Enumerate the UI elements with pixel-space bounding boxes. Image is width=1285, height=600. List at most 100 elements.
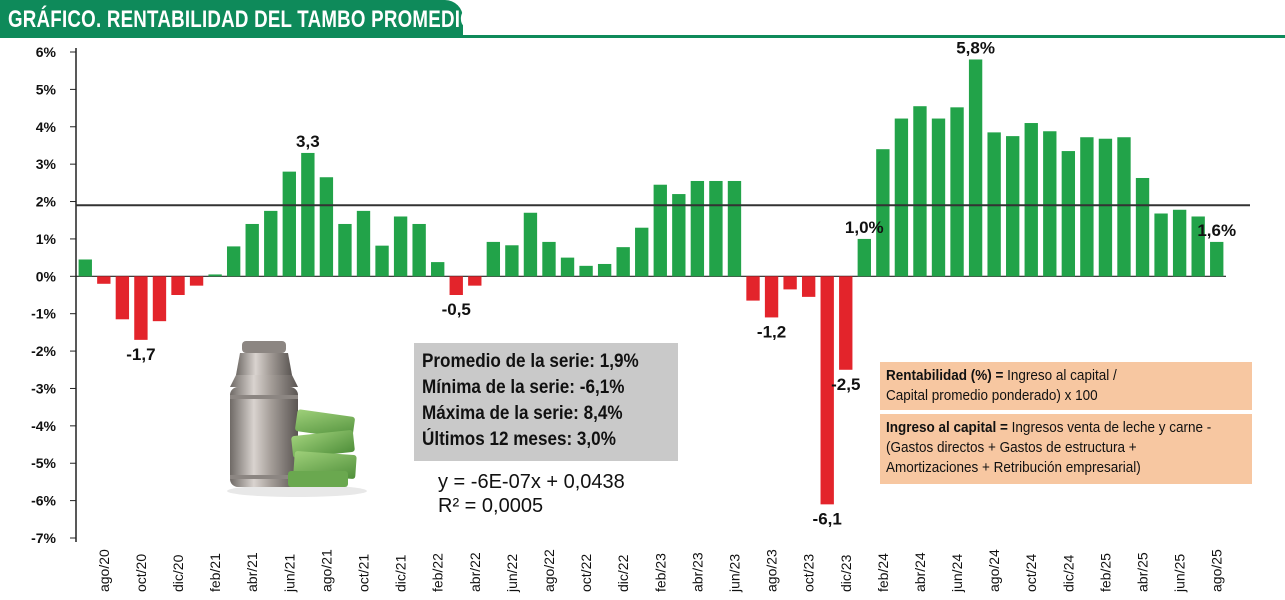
- x-tick-label: oct/24: [1023, 554, 1039, 592]
- y-tick-label: -7%: [31, 530, 56, 546]
- y-tick-label: 1%: [36, 231, 57, 247]
- x-tick-label: dic/23: [838, 554, 854, 592]
- title-bar: GRÁFICO. RENTABILIDAD DEL TAMBO PROMEDIO: [0, 0, 475, 38]
- bar: [931, 118, 946, 277]
- bar: [560, 257, 575, 277]
- y-tick-label: 0%: [36, 268, 57, 284]
- x-tick-label: dic/24: [1060, 554, 1076, 592]
- bar: [134, 276, 148, 340]
- x-tick-label: feb/25: [1097, 553, 1113, 592]
- bar: [839, 276, 853, 370]
- bar: [597, 263, 612, 277]
- chart-title: GRÁFICO. RENTABILIDAD DEL TAMBO PROMEDIO: [8, 6, 475, 33]
- stat-minimum: Mínima de la serie: -6,1%: [422, 377, 625, 398]
- bar: [1080, 137, 1094, 277]
- x-tick-label: ago/21: [318, 549, 334, 592]
- bar: [1191, 216, 1205, 277]
- bar: [226, 246, 241, 277]
- title-underline: [0, 16, 1285, 38]
- x-tick-label: jun/23: [726, 554, 742, 593]
- series-stats-box: Promedio de la serie: 1,9% Mínima de la …: [414, 343, 678, 461]
- bar: [1024, 123, 1038, 277]
- x-tick-label: ago/23: [764, 549, 780, 592]
- bar: [412, 223, 426, 277]
- bar: [282, 171, 296, 277]
- bar: [264, 210, 278, 277]
- y-tick-label: 2%: [36, 194, 57, 210]
- bar: [505, 245, 519, 277]
- x-tick-label: ago/22: [541, 549, 557, 592]
- y-tick-label: 4%: [36, 119, 57, 135]
- data-label: -2,5: [831, 375, 860, 394]
- x-tick-label: abr/21: [244, 552, 260, 592]
- y-tick-label: -4%: [31, 418, 56, 434]
- bar: [968, 59, 983, 277]
- x-tick-label: abr/22: [467, 552, 483, 592]
- x-tick-label: oct/21: [356, 554, 372, 592]
- bar: [208, 274, 222, 277]
- bar: [97, 276, 111, 284]
- y-tick-label: -3%: [31, 380, 56, 396]
- x-tick-label: feb/23: [652, 553, 668, 592]
- x-tick-label: dic/22: [615, 554, 631, 592]
- bar: [1210, 241, 1224, 277]
- bar: [338, 223, 352, 277]
- bar: [449, 276, 463, 295]
- x-tick-label: jun/24: [949, 554, 965, 593]
- data-label: 1,0%: [845, 218, 884, 237]
- bar: [1154, 213, 1168, 277]
- bar: [245, 223, 259, 277]
- bar: [876, 149, 890, 277]
- x-tick-label: abr/24: [912, 552, 928, 592]
- bar: [319, 177, 334, 277]
- data-label: -6,1: [813, 509, 842, 528]
- y-tick-label: -6%: [31, 493, 56, 509]
- x-tick-label: ago/20: [96, 549, 112, 592]
- bar: [950, 107, 964, 277]
- data-label: 5,8%: [956, 38, 995, 57]
- bar: [1172, 209, 1187, 277]
- bar: [523, 212, 538, 277]
- bar: [764, 276, 779, 318]
- x-tick-label: abr/25: [1135, 552, 1151, 592]
- x-tick-label: jun/22: [504, 554, 520, 593]
- y-tick-label: 6%: [36, 44, 57, 60]
- data-label: -1,2: [757, 322, 786, 341]
- bar: [468, 276, 482, 286]
- bar: [653, 184, 667, 277]
- data-label: -1,7: [126, 345, 155, 364]
- bar: [301, 152, 315, 277]
- bar: [393, 216, 408, 277]
- y-tick-label: -1%: [31, 306, 56, 322]
- y-tick-label: 5%: [36, 81, 57, 97]
- bar: [746, 276, 760, 301]
- bar: [375, 245, 389, 277]
- ingreso-formula-line3: Amortizaciones + Retribución empresarial…: [886, 459, 1141, 476]
- bar: [1117, 137, 1131, 277]
- definition-ingreso-capital: Ingreso al capital = Ingresos venta de l…: [880, 414, 1252, 484]
- bar: [1061, 151, 1076, 277]
- trendline-r2: R² = 0,0005: [438, 495, 544, 517]
- x-tick-label: jun/21: [281, 554, 297, 593]
- bar: [894, 118, 909, 277]
- x-tick-label: dic/21: [393, 554, 409, 592]
- data-label: -0,5: [442, 300, 471, 319]
- bar: [690, 180, 705, 277]
- x-tick-label: ago/24: [986, 549, 1002, 592]
- bar: [431, 262, 445, 277]
- bar: [913, 106, 927, 277]
- bar: [189, 276, 204, 286]
- x-tick-label: feb/22: [430, 553, 446, 592]
- x-tick-label: abr/23: [689, 552, 705, 592]
- ingreso-formula-line1: Ingresos venta de leche y carne -: [1011, 419, 1212, 436]
- bar: [115, 276, 130, 320]
- bar: [486, 241, 501, 277]
- x-tick-label: feb/21: [207, 553, 223, 592]
- bar: [78, 259, 92, 277]
- x-tick-label: ago/25: [1209, 549, 1225, 592]
- x-tick-label: oct/22: [578, 554, 594, 592]
- bar: [152, 276, 167, 322]
- bar: [616, 247, 630, 277]
